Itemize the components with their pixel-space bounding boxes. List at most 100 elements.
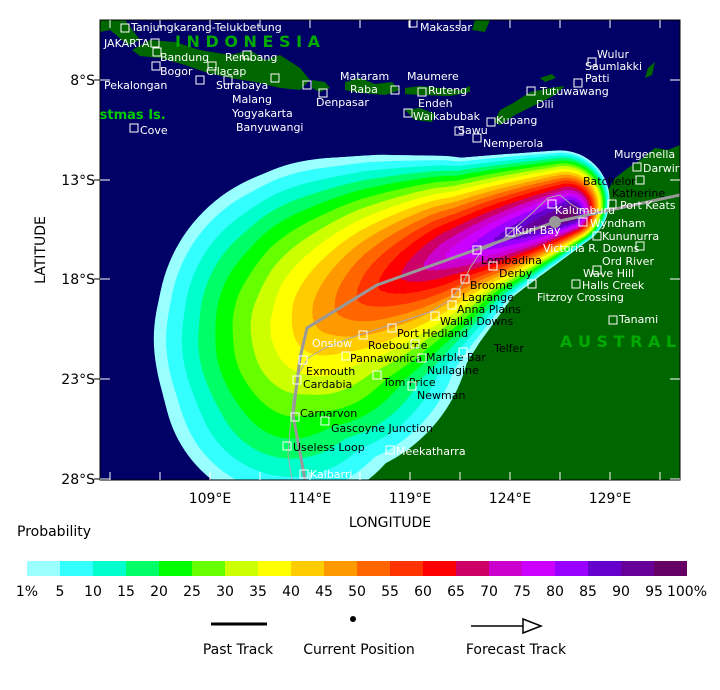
town-label: Wulur [597,48,629,61]
town-square-icon [403,108,413,118]
town-square-icon [152,47,162,57]
town-marker: Wyndham [578,217,646,230]
town-marker: Rembang [225,50,277,64]
town-marker: Batchelor [583,175,645,188]
colorbar-label: 95 [645,584,663,600]
town-square-icon [372,370,382,380]
town-label: Patti [585,72,610,85]
town-square-icon [299,469,309,479]
town-marker: Cilacap [206,61,246,78]
town-label: Makassar [420,21,472,34]
town-label: Tanami [618,313,658,326]
town-label: Wave Hill [583,267,634,280]
town-marker: Lagrange [451,288,514,304]
town-label: Kalumburu [555,204,615,217]
colorbar-swatch [27,561,60,576]
town-square-icon [488,261,498,271]
colorbar-label: 15 [117,584,135,600]
town-marker: Malang [232,73,280,106]
town-marker: Raba [350,83,400,96]
town-label: Katherine [612,187,665,200]
tanimbar-island [645,62,655,78]
colorbar-swatch [126,561,159,576]
town-marker: Maumere [407,70,459,83]
map-area: I N D O N E S I A A U S T R A L I A Chri… [100,20,706,480]
lon-tick-label: 129°E [589,491,632,507]
town-square-icon [547,199,557,209]
town-marker: Cove [129,123,168,137]
town-marker: Endeh [418,97,453,110]
lon-tick-label: 114°E [289,491,332,507]
town-marker: Telfer [458,342,524,357]
town-marker: Tutuwawang [526,85,609,98]
town-marker: Derby [488,261,533,280]
town-marker: Surabaya [216,75,268,92]
town-label: Malang [232,93,272,106]
lon-tick-label: 119°E [389,491,432,507]
x-axis-title: LONGITUDE [349,515,431,531]
colorbar-label: 40 [282,584,300,600]
town-label: Roebourne [368,339,428,352]
town-marker: Anna Plains [447,300,521,316]
town-label: Yogyakarta [231,107,293,120]
town-square-icon [635,241,645,251]
probability-blob [356,287,374,305]
town-label: Exmouth [306,365,355,378]
colorbar-label: 50 [348,584,366,600]
town-label: Broome [470,279,513,292]
town-marker: Dili [536,98,554,111]
java-island [132,40,310,90]
colorbar-label: 100% [667,584,707,600]
town-marker: Port Keats [607,199,676,212]
town-marker: Pannawonica [341,351,422,365]
lat-tick-label: 8°S [70,73,95,89]
colorbar-swatch [192,561,225,576]
colorbar-label: 25 [183,584,201,600]
town-marker: Kuri Bay [505,224,561,237]
town-square-icon [385,445,395,455]
town-marker: Useless Loop [282,441,365,454]
town-label: Murgenella [614,148,675,161]
town-square-icon [282,441,292,451]
town-marker: Katherine [612,187,665,200]
y-axis-title: LATITUDE [33,216,49,284]
colorbar-title: Probability [17,524,91,540]
town-label: Telfer [493,342,524,355]
town-marker: Carnarvon [290,407,357,422]
town-marker: Makassar [408,20,472,34]
town-label: Victoria R. Downs [543,242,640,255]
town-label: Anna Plains [457,303,521,316]
town-square-icon [460,274,470,284]
town-square-icon [410,339,420,349]
town-label: Lagrange [462,291,514,304]
town-label: Carnarvon [300,407,357,420]
colorbar-swatch [423,561,456,576]
town-marker: Bandung [152,47,209,64]
colorbar-swatch [522,561,555,576]
timor-island [494,86,565,125]
probability-swath [153,150,610,480]
colorbar-label: 90 [612,584,630,600]
colorbar-swatch [324,561,357,576]
town-marker: Ruteng [417,84,467,97]
town-label: Banyuwangi [236,121,304,134]
map-frame [99,19,681,481]
town-marker: Sawu [454,124,488,137]
forecast-track-legend-label: Forecast Track [466,642,567,658]
town-label: Port Keats [620,199,676,212]
town-marker: Exmouth [298,355,355,378]
town-marker: Marble Bar [410,339,486,364]
australia-label: A U S T R A L I A [560,332,706,351]
axis-ticks [94,20,680,480]
sulawesi-tip [472,20,490,32]
town-marker: JAKARTA [103,37,160,50]
colorbar-label: 1% [16,584,38,600]
colorbar-swatch [159,561,192,576]
town-marker: Wallal Downs [430,311,513,328]
town-marker: Fitzroy Crossing [527,279,624,304]
town-label: Port Hedland [397,327,468,340]
forecast-track-legend-arrow [471,617,544,635]
lat-tick-label: 13°S [61,173,95,189]
town-square-icon [417,87,427,97]
